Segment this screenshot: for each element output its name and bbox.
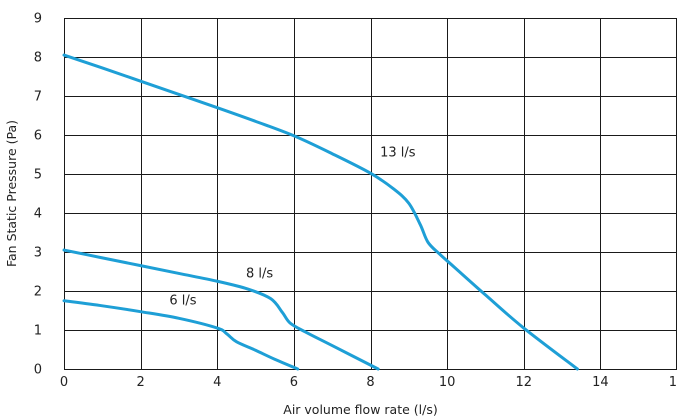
x-tick-label: 8 [366,375,374,390]
series-line [62,53,579,371]
y-tick-label: 2 [34,285,42,300]
y-tick-label: 6 [34,129,42,144]
x-tick-label: 16 [669,375,677,390]
y-tick-label: 0 [34,363,42,378]
x-tick-label: 2 [136,375,144,390]
series-line [62,299,300,371]
y-tick-label: 8 [34,51,42,66]
y-tick-label: 5 [34,168,42,183]
x-axis-label: Air volume flow rate (l/s) [283,402,437,417]
y-tick-label: 9 [34,12,42,27]
curve-labels: 13 l/s 8 l/s 6 l/s [169,145,415,308]
y-tick-label: 7 [34,90,42,105]
tick-labels: 02468101214160123456789 [34,12,677,391]
x-tick-label: 14 [592,375,609,390]
x-tick-label: 6 [290,375,298,390]
grid [63,17,677,371]
x-tick-label: 4 [213,375,221,390]
y-axis-label: Fan Static Pressure (Pa) [4,120,19,267]
x-tick-label: 10 [439,375,456,390]
curve-label: 8 l/s [246,266,273,281]
curve-label: 6 l/s [169,294,196,309]
y-tick-label: 1 [34,324,42,339]
y-tick-label: 4 [34,207,42,222]
x-tick-label: 12 [515,375,532,390]
curve-label: 13 l/s [380,145,416,160]
plot-frame [63,17,677,371]
series-line [62,248,380,371]
x-tick-label: 0 [60,375,68,390]
y-tick-label: 3 [34,246,42,261]
curves [62,53,579,371]
